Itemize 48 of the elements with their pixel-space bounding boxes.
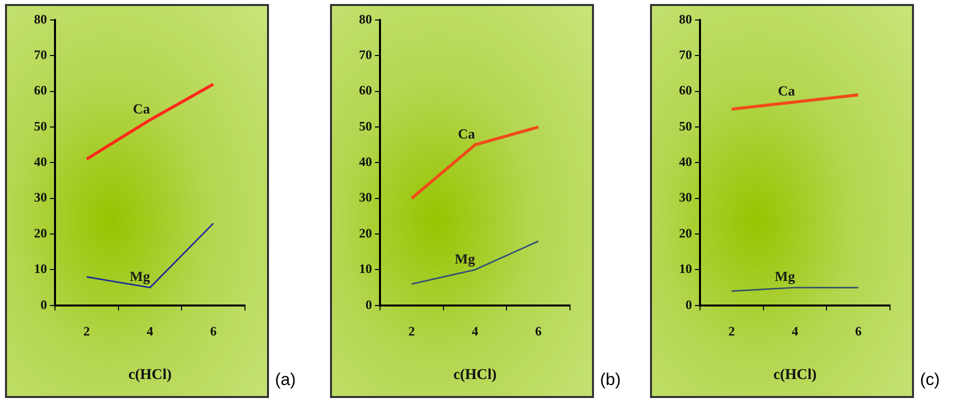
text: (c)	[920, 370, 940, 390]
y-tick-label: 40	[679, 154, 692, 170]
y-tick-label: 0	[686, 296, 692, 312]
x-tick-label: 2	[728, 324, 735, 339]
y-tick-label: 30	[34, 190, 47, 205]
x-axis-title: c(HCl)	[453, 366, 497, 383]
series-label: Ca	[778, 84, 795, 100]
y-tick-label: 40	[359, 154, 372, 170]
y-tick-label: 60	[359, 82, 372, 98]
y-tick-label: 10	[679, 261, 692, 276]
x-axis-title: c(HCl)	[773, 366, 817, 383]
y-tick-label: 20	[679, 225, 692, 240]
series-label: Ca	[458, 127, 475, 142]
y-tick-label: 60	[679, 82, 692, 98]
y-tick-label: 70	[359, 47, 372, 62]
text: (b)	[600, 370, 621, 390]
x-tick-label: 6	[855, 324, 862, 339]
y-tick-label: 30	[679, 190, 692, 205]
y-tick-label: 10	[34, 261, 47, 276]
y-tick-label: 70	[34, 47, 47, 62]
y-tick-label: 50	[34, 118, 47, 134]
y-tick-label: 30	[359, 190, 372, 205]
x-axis-title: c(HCl)	[128, 366, 172, 383]
y-tick-label: 40	[34, 154, 47, 170]
y-tick-label: 20	[34, 225, 47, 240]
y-tick-label: 50	[679, 118, 692, 134]
x-tick-label: 4	[472, 324, 479, 339]
series-label: Mg	[774, 270, 795, 286]
x-tick-label: 6	[535, 324, 542, 339]
y-tick-label: 80	[34, 11, 47, 26]
series-label: Ca	[132, 102, 150, 118]
y-tick-label: 60	[34, 82, 47, 98]
series-label: Mg	[130, 270, 150, 286]
y-tick-label: 50	[359, 118, 372, 134]
x-tick-label: 6	[210, 324, 218, 339]
x-tick-label: 2	[408, 324, 415, 339]
series-label: Mg	[454, 252, 475, 268]
y-tick-label: 0	[366, 296, 372, 312]
y-tick-label: 70	[679, 47, 692, 62]
y-tick-label: 80	[359, 11, 372, 26]
text: (a)	[275, 370, 296, 390]
y-tick-label: 20	[359, 225, 372, 240]
y-tick-label: 80	[679, 11, 692, 26]
x-tick-label: 4	[792, 324, 799, 339]
y-tick-label: 0	[40, 296, 47, 312]
x-tick-label: 2	[83, 324, 90, 339]
x-tick-label: 4	[146, 324, 154, 339]
y-tick-label: 10	[359, 261, 372, 276]
